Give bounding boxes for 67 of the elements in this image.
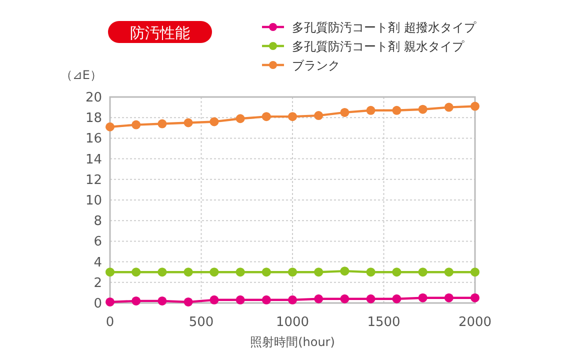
point xyxy=(184,268,193,277)
point xyxy=(392,268,402,277)
legend-label: ブランク xyxy=(292,58,340,72)
x-axis-title: 照射時間(hour) xyxy=(250,335,335,349)
legend-label: 多孔質防汚コート剤 超撥水タイプ xyxy=(292,20,477,34)
point xyxy=(236,295,245,304)
point xyxy=(158,296,167,306)
point xyxy=(132,296,141,306)
point xyxy=(184,118,193,128)
point xyxy=(392,106,402,115)
point xyxy=(366,294,376,304)
point xyxy=(132,120,141,130)
point xyxy=(210,117,219,126)
x-tick-label: 500 xyxy=(188,315,214,330)
y-tick-label: 0 xyxy=(94,296,102,312)
point xyxy=(314,268,324,277)
point xyxy=(262,295,271,304)
point xyxy=(470,102,480,111)
point xyxy=(262,112,271,122)
x-tick-label: 1000 xyxy=(276,315,310,330)
y-tick-label: 2 xyxy=(94,276,102,291)
point xyxy=(340,108,350,117)
y-tick-label: 16 xyxy=(85,132,102,147)
point xyxy=(418,104,428,114)
point xyxy=(158,119,167,128)
point xyxy=(418,293,428,302)
y-tick-label: 20 xyxy=(85,90,102,106)
point xyxy=(106,297,114,306)
x-tick-label: 0 xyxy=(106,315,114,330)
point xyxy=(288,268,297,277)
point xyxy=(184,297,193,306)
point xyxy=(470,293,480,302)
point xyxy=(314,111,324,120)
point xyxy=(236,268,245,277)
point xyxy=(340,294,350,304)
point xyxy=(392,294,402,304)
point xyxy=(288,112,297,122)
y-tick-label: 14 xyxy=(85,152,102,168)
chart-title: 防汚性能 xyxy=(130,24,190,42)
point xyxy=(444,293,454,302)
point xyxy=(132,268,141,277)
point xyxy=(366,106,376,115)
point xyxy=(366,268,376,277)
point xyxy=(288,295,297,304)
x-tick-label: 1500 xyxy=(367,315,400,330)
x-tick-label: 2000 xyxy=(458,315,492,330)
point xyxy=(444,268,454,277)
point xyxy=(158,268,167,277)
point xyxy=(210,268,219,277)
y-tick-label: 18 xyxy=(85,111,102,126)
point xyxy=(340,266,350,276)
y-tick-label: 6 xyxy=(94,234,102,250)
legend-label: 多孔質防汚コート剤 親水タイプ xyxy=(292,40,465,54)
point xyxy=(106,268,114,277)
point xyxy=(262,268,271,277)
point xyxy=(418,268,428,277)
y-axis-title: （⊿E） xyxy=(60,68,102,82)
point xyxy=(314,294,324,304)
point xyxy=(106,122,114,132)
point xyxy=(444,102,454,112)
point xyxy=(210,295,219,304)
y-tick-label: 8 xyxy=(94,214,102,230)
point xyxy=(470,268,480,277)
point xyxy=(236,114,245,124)
y-tick-label: 12 xyxy=(85,172,102,188)
y-tick-label: 4 xyxy=(94,255,102,270)
y-tick-label: 10 xyxy=(85,194,102,208)
